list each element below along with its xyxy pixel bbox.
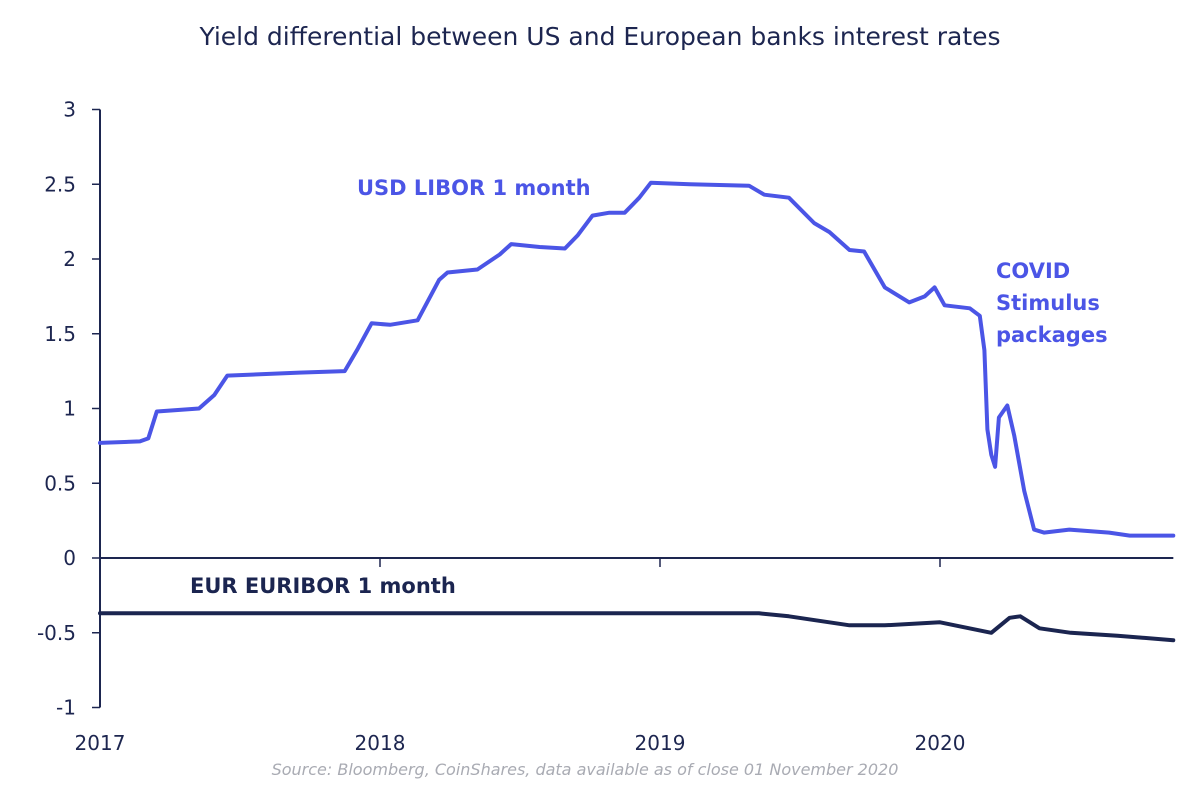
series-label-eur: EUR EURIBOR 1 month — [190, 574, 456, 598]
annotation-line-3: packages — [996, 323, 1108, 347]
x-tick-label: 2018 — [355, 731, 406, 755]
x-tick-label: 2017 — [75, 731, 126, 755]
source-note: Source: Bloomberg, CoinShares, data avai… — [271, 760, 899, 779]
y-tick-label: -1 — [56, 696, 76, 720]
y-tick-label: 1 — [63, 397, 76, 421]
eur-euribor-line — [98, 611, 1176, 643]
y-tick-label: -0.5 — [37, 621, 76, 645]
y-tick-label: 1.5 — [44, 322, 76, 346]
usd-libor-line — [98, 180, 1176, 538]
y-tick-label: 0 — [63, 546, 76, 570]
annotation-line-2: Stimulus — [996, 291, 1100, 315]
annotation-line-1: COVID — [996, 259, 1070, 283]
y-tick-label: 3 — [63, 98, 76, 122]
axes: 3 2.5 2 1.5 1 0.5 0 -0.5 -1 2017 2018 2019 2020 — [37, 98, 1174, 755]
y-tick-label: 2 — [63, 247, 76, 271]
chart-title: Yield differential between US and Europe… — [199, 22, 1001, 51]
y-tick-label: 0.5 — [44, 471, 76, 495]
series-lines — [98, 180, 1176, 643]
y-tick-label: 2.5 — [44, 172, 76, 196]
x-tick-label: 2019 — [635, 731, 686, 755]
series-label-usd: USD LIBOR 1 month — [357, 176, 591, 200]
x-tick-label: 2020 — [915, 731, 966, 755]
